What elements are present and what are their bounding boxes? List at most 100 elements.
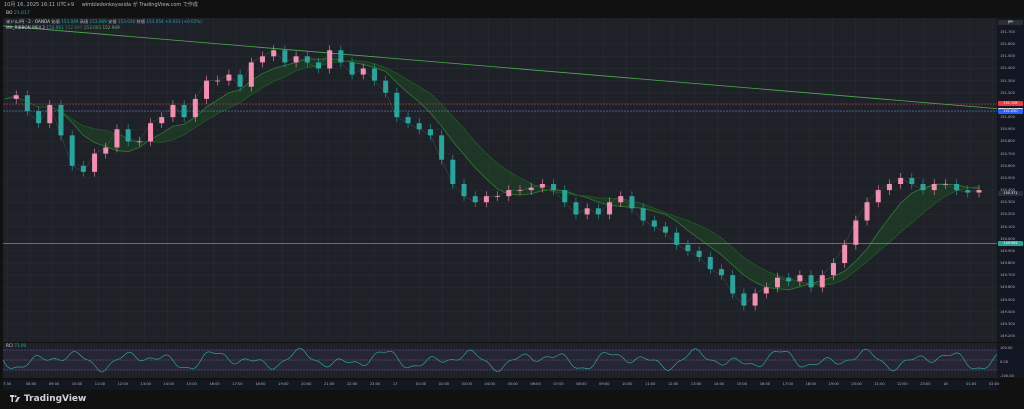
- candle-body: [427, 129, 433, 136]
- candle-body: [808, 275, 814, 288]
- price-tick-label: 149.200: [1000, 334, 1015, 338]
- candle-body: [640, 208, 646, 221]
- time-tick-label: 10:00: [71, 382, 83, 386]
- price-tick-label: 150.200: [1000, 212, 1015, 217]
- top-info-bar: 10月 16, 2025 16:11 UTC+9 wimbledonkoyasi…: [0, 0, 1024, 10]
- ma-ribbon-fill: [5, 58, 979, 290]
- legend-ribbon-name: MA_RIBBON ME4 2: [6, 25, 46, 30]
- rci-value: 73.00: [14, 343, 27, 348]
- candle-body: [416, 123, 422, 130]
- price-tick-label: 149.800: [1000, 261, 1015, 266]
- candle-body: [965, 190, 971, 193]
- snapshot-datetime: 10月 16, 2025 16:11 UTC+9: [4, 2, 75, 8]
- candle-body: [607, 202, 613, 215]
- candle-body: [237, 74, 243, 87]
- price-tick-label: 150.900: [1000, 127, 1015, 132]
- candle-body: [976, 190, 982, 193]
- candle-body: [797, 275, 803, 282]
- candle-body: [495, 196, 501, 197]
- time-tick-label: 13:00: [690, 382, 702, 386]
- candle-body: [360, 68, 366, 75]
- candle-body: [181, 104, 187, 118]
- time-tick-label: 08:00: [25, 382, 37, 386]
- candle-body: [92, 153, 98, 172]
- candle-body: [584, 208, 590, 215]
- legend-open-label: 始値: [51, 19, 60, 24]
- candle-body: [282, 50, 288, 63]
- candle-body: [528, 187, 534, 191]
- candle-body: [786, 277, 792, 282]
- rci-indicator-canvas[interactable]: [3, 343, 997, 378]
- time-tick-label: 20:00: [851, 382, 862, 386]
- time-tick-label: 21:00: [324, 382, 335, 386]
- legend-high: 153.069: [89, 19, 107, 24]
- legend-low-label: 安値: [108, 19, 117, 24]
- time-tick-label: 11:00: [645, 382, 656, 386]
- time-tick-label: 19:00: [278, 382, 289, 386]
- time-tick-label: 01:00: [966, 382, 977, 386]
- tradingview-brand: TradingView: [24, 394, 87, 404]
- candle-body: [472, 196, 478, 203]
- candle-body: [898, 177, 904, 184]
- candle-body: [629, 196, 635, 209]
- candle-body: [136, 141, 142, 143]
- time-tick-label: 09:00: [599, 382, 610, 386]
- candle-body: [24, 95, 30, 112]
- price-axis[interactable]: JPY 151.700 151.600 151.500 151.400 151.300 1…: [997, 18, 1024, 342]
- rci-band: [3, 350, 997, 370]
- time-axis[interactable]: 7:30 08:00 09:00 10:00 11:00 12:00 13:00 14:00 1…: [3, 380, 999, 390]
- candle-body: [192, 98, 198, 118]
- rci-level-100: 100.00: [1000, 346, 1013, 350]
- candle-body: [942, 184, 948, 185]
- time-tick-label: 17:00: [782, 382, 793, 386]
- candle-body: [741, 293, 747, 306]
- candle-body: [483, 196, 489, 203]
- time-tick-label: 15:00: [186, 382, 197, 386]
- rci-indicator-pane[interactable]: RCI 73.00: [3, 343, 997, 378]
- rci-level-0: 0.00: [1000, 360, 1009, 364]
- candle-body: [830, 263, 836, 276]
- price-chart-pane[interactable]: 米ドル/円 · 2 · OANDA 始値 153.049 高値 153.069 …: [3, 18, 997, 342]
- time-tick-label: 06:00: [530, 382, 541, 386]
- candle-body: [103, 147, 109, 154]
- price-tag: 151.050: [998, 108, 1023, 114]
- price-close-line: [4, 49, 980, 306]
- candle-body: [842, 244, 848, 264]
- candle-body: [752, 293, 758, 306]
- candle-body: [114, 129, 120, 148]
- candle-body: [439, 135, 445, 160]
- candle-body: [573, 202, 579, 215]
- price-tick-label: 149.400: [1000, 309, 1015, 314]
- price-tick-label: 149.300: [1000, 321, 1015, 326]
- candle-body: [663, 226, 669, 233]
- price-tick-label: 151.200: [1000, 90, 1015, 95]
- time-tick-label: 09:00: [48, 382, 60, 386]
- price-chart-canvas[interactable]: [3, 18, 997, 342]
- rci-title: RCI: [6, 343, 13, 348]
- time-tick-label: 15:00: [736, 382, 748, 386]
- candle-body: [450, 159, 456, 184]
- time-tick-label: 18: [943, 382, 948, 386]
- candle-body: [674, 232, 680, 245]
- time-tick-label: 23:00: [369, 382, 381, 386]
- legend-open: 153.049: [61, 19, 79, 24]
- candle-body: [304, 56, 310, 63]
- price-tag: 151.108: [998, 101, 1023, 107]
- candle-body: [920, 184, 926, 191]
- time-tick-label: 14:00: [713, 382, 725, 386]
- time-tick-label: 18:00: [805, 382, 816, 386]
- candle-body: [271, 50, 277, 57]
- candle-body: [259, 56, 265, 63]
- candle-body: [47, 104, 53, 124]
- candle-body: [13, 95, 19, 99]
- candle-body: [125, 129, 131, 142]
- candle-body: [539, 184, 545, 188]
- candle-body: [864, 202, 870, 221]
- price-tick-label: 151.600: [1000, 42, 1015, 47]
- candle-body: [506, 190, 512, 197]
- candle-body: [685, 244, 691, 251]
- time-tick-label: 08:00: [576, 382, 587, 386]
- candle-body: [58, 104, 64, 136]
- trend-line: [3, 25, 997, 110]
- price-tick-label: 150.100: [1000, 224, 1015, 229]
